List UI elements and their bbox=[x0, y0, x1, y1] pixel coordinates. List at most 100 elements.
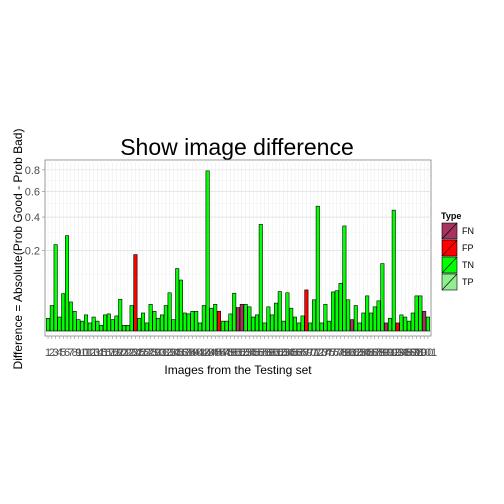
bar-63 bbox=[281, 320, 286, 332]
x-tick-label: 62 bbox=[274, 347, 286, 359]
x-tick-label: 84 bbox=[357, 347, 369, 359]
bar-29 bbox=[152, 310, 157, 332]
x-tick-label: 79 bbox=[338, 347, 350, 359]
bar-58 bbox=[262, 322, 267, 332]
x-tick-label: 48 bbox=[220, 347, 232, 359]
x-tick-label: 19 bbox=[110, 347, 122, 359]
bar-62 bbox=[277, 291, 282, 332]
bar-17 bbox=[106, 313, 111, 332]
x-axis-label: Images from the Testing set bbox=[164, 363, 312, 377]
x-tick-label: 73 bbox=[315, 347, 327, 359]
bar-50 bbox=[232, 292, 237, 332]
x-tick-label: 101 bbox=[419, 347, 437, 359]
bar-71 bbox=[311, 299, 316, 332]
x-tick-label: 64 bbox=[281, 347, 293, 359]
x-tick-label: 40 bbox=[190, 347, 202, 359]
x-tick-label: 74 bbox=[319, 347, 331, 359]
x-tick-label: 43 bbox=[201, 347, 213, 359]
x-tick-label: 30 bbox=[152, 347, 164, 359]
bar-82 bbox=[353, 305, 358, 332]
x-tick-label: 93 bbox=[391, 347, 403, 359]
x-tick-label: 92 bbox=[388, 347, 400, 359]
bar-4 bbox=[57, 316, 62, 332]
y-axis-ticks: 0.2 0.4 0.6 0.8 bbox=[25, 165, 45, 257]
bar-42 bbox=[201, 305, 206, 332]
x-tick-label: 50 bbox=[228, 347, 240, 359]
plot-panel bbox=[44, 159, 432, 337]
bar-94 bbox=[399, 314, 404, 332]
x-tick-label: 87 bbox=[369, 347, 381, 359]
bar-95 bbox=[403, 316, 408, 332]
x-tick-label: 54 bbox=[243, 347, 255, 359]
x-tick-label: 49 bbox=[224, 347, 236, 359]
bar-52 bbox=[239, 303, 244, 332]
x-tick-label: 21 bbox=[118, 347, 130, 359]
x-tick-label: 60 bbox=[266, 347, 278, 359]
bar-88 bbox=[376, 300, 381, 332]
x-tick-label: 52 bbox=[236, 347, 248, 359]
bar-47 bbox=[220, 320, 225, 332]
bar-61 bbox=[273, 302, 279, 332]
bar-80 bbox=[346, 299, 351, 332]
x-tick-label: 16 bbox=[99, 347, 111, 359]
x-tick-label: 10 bbox=[76, 347, 88, 359]
x-tick-label: 53 bbox=[239, 347, 251, 359]
bar-70 bbox=[308, 322, 313, 332]
legend-item-fp: FP bbox=[441, 239, 474, 257]
bar-14 bbox=[95, 320, 100, 332]
bar-49 bbox=[228, 313, 233, 332]
legend-item-tp: TP bbox=[441, 273, 474, 291]
bar-2 bbox=[49, 305, 54, 332]
bar-76 bbox=[330, 291, 335, 332]
bar-56 bbox=[254, 314, 260, 332]
legend: Type FN FP TN TP bbox=[441, 211, 474, 291]
x-tick-label: 31 bbox=[156, 347, 168, 359]
x-tick-label: 1 bbox=[45, 347, 51, 359]
bar-73 bbox=[319, 322, 324, 332]
x-tick-label: 24 bbox=[129, 347, 141, 359]
x-tick-label: 15 bbox=[95, 347, 107, 359]
bar-48 bbox=[224, 320, 229, 332]
x-tick-label: 26 bbox=[137, 347, 149, 359]
bar-44 bbox=[209, 307, 214, 332]
bar-65 bbox=[289, 307, 294, 332]
chart-title: Show image difference bbox=[120, 134, 354, 160]
bar-19 bbox=[114, 315, 119, 332]
x-tick-label: 14 bbox=[91, 347, 103, 359]
bar-87 bbox=[372, 306, 377, 332]
bar-28 bbox=[148, 303, 153, 332]
bar-13 bbox=[91, 316, 96, 332]
bar-66 bbox=[292, 316, 297, 332]
bar-16 bbox=[103, 314, 108, 332]
y-tick-label: 0.4 bbox=[25, 212, 40, 224]
bar-99 bbox=[418, 295, 423, 332]
bar-18 bbox=[110, 319, 115, 332]
legend-title: Type bbox=[441, 211, 461, 221]
legend-label-fn: FN bbox=[462, 226, 474, 236]
x-tick-label: 44 bbox=[205, 347, 217, 359]
bar-8 bbox=[72, 310, 77, 332]
x-tick-label: 17 bbox=[103, 347, 115, 359]
bar-34 bbox=[171, 319, 176, 332]
bar-100 bbox=[422, 310, 427, 332]
x-tick-label: 4 bbox=[56, 347, 62, 359]
legend-key-slash bbox=[441, 273, 458, 291]
legend-item-fn: FN bbox=[441, 222, 474, 240]
x-tick-label: 85 bbox=[361, 347, 373, 359]
bar-60 bbox=[270, 314, 275, 332]
x-tick-label: 8 bbox=[72, 347, 78, 359]
x-tick-label: 11 bbox=[80, 347, 91, 359]
x-tick-label: 5 bbox=[60, 347, 66, 359]
legend-key-slash bbox=[441, 256, 458, 274]
bar-35 bbox=[175, 268, 180, 332]
bar-55 bbox=[251, 316, 256, 332]
bar-91 bbox=[387, 317, 392, 332]
bar-27 bbox=[144, 322, 149, 332]
legend-label-tn: TN bbox=[462, 260, 474, 270]
x-tick-label: 71 bbox=[308, 347, 320, 359]
bar-22 bbox=[125, 325, 130, 332]
bar-96 bbox=[406, 320, 411, 332]
x-tick-label: 25 bbox=[133, 347, 145, 359]
bar-93 bbox=[395, 322, 400, 332]
x-tick-label: 94 bbox=[395, 347, 407, 359]
